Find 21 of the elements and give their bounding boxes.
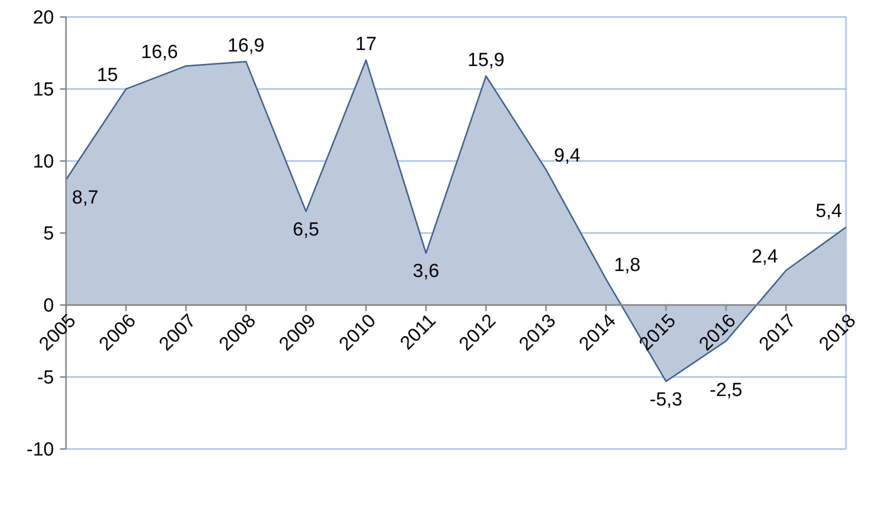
data-label: 6,5 xyxy=(292,219,320,240)
y-tick-label: 5 xyxy=(43,224,54,245)
y-tick-label: -5 xyxy=(37,368,54,389)
data-label: -2,5 xyxy=(710,380,742,401)
y-tick-label: 10 xyxy=(32,152,54,173)
data-label: -5,3 xyxy=(650,389,682,410)
data-label: 16,6 xyxy=(141,42,178,63)
data-label: 1,8 xyxy=(614,255,640,276)
y-tick-label: 20 xyxy=(32,8,54,29)
data-label: 8,7 xyxy=(72,188,98,209)
y-tick-label: -10 xyxy=(26,440,54,461)
y-tick-label: 0 xyxy=(43,296,54,317)
data-label: 16,9 xyxy=(228,36,264,57)
data-label: 15,9 xyxy=(468,50,504,72)
data-label: 2,4 xyxy=(752,246,778,268)
data-label: 5,4 xyxy=(816,201,842,222)
y-tick-label: 15 xyxy=(32,80,54,101)
data-label: 3,6 xyxy=(412,261,440,282)
data-label: 9,4 xyxy=(554,146,581,167)
data-label: 15 xyxy=(96,65,118,86)
data-label: 17 xyxy=(355,34,377,56)
